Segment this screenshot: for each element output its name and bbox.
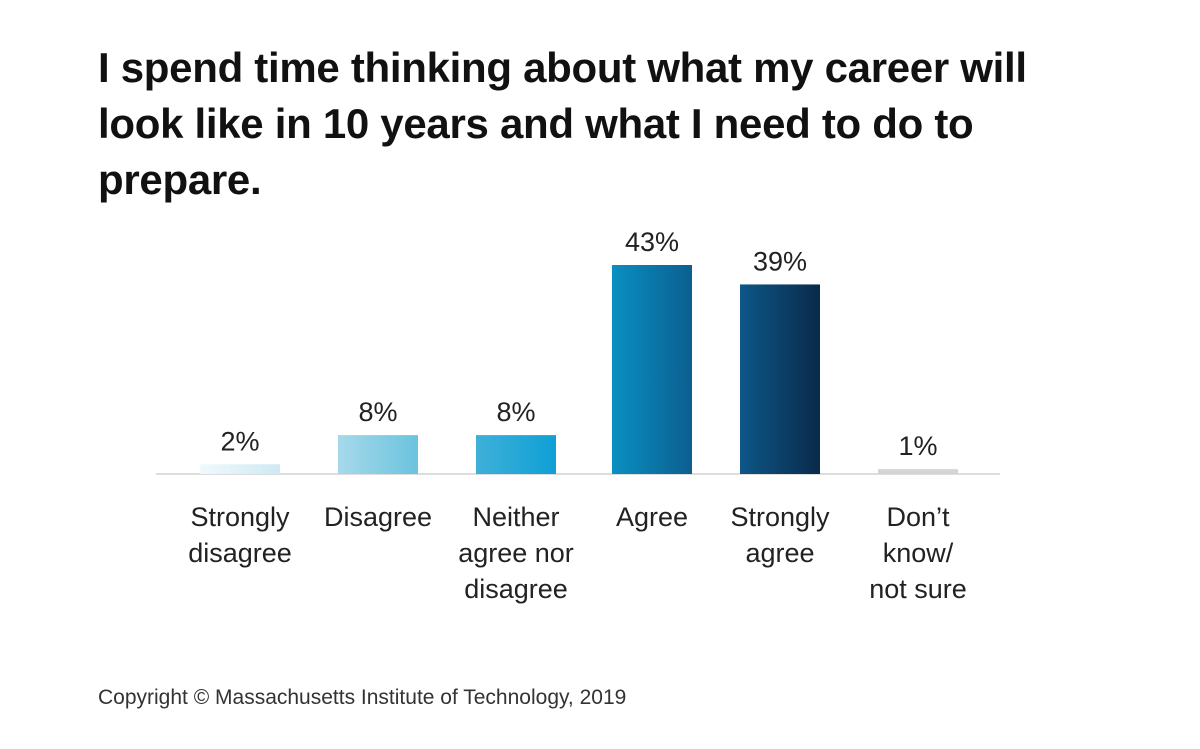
bar-strongly-disagree [200, 464, 280, 474]
category-label-agree: Agree [616, 502, 688, 532]
bar-chart: 2% Strongly disagree 8% Disagree 8% Neither agr… [156, 227, 1000, 604]
category-label-line: agree [745, 538, 814, 568]
bar-neither-agree-nor-disagree [476, 435, 556, 474]
category-label-line: Strongly [190, 502, 290, 532]
category-label-don-t-know-not-sure: Don’t know/not sure [869, 502, 967, 604]
value-label-strongly-agree: 39% [753, 246, 807, 276]
bars-group: 2% Strongly disagree 8% Disagree 8% Neither agr… [188, 227, 967, 604]
value-label-don-t-know-not-sure: 1% [898, 431, 937, 461]
bar-disagree [338, 435, 418, 474]
category-label-line: disagree [464, 574, 568, 604]
value-label-agree: 43% [625, 227, 679, 257]
bar-don-t-know-not-sure [878, 469, 958, 474]
category-label-strongly-agree: Strongly agree [730, 502, 830, 568]
category-label-neither-agree-nor-disagree: Neither agree nor disagree [458, 502, 574, 604]
bar-agree [612, 265, 692, 474]
copyright-text: Copyright © Massachusetts Institute of T… [98, 686, 627, 709]
category-label-line: Neither [472, 502, 559, 532]
category-label-line: Agree [616, 502, 688, 532]
category-label-strongly-disagree: Strongly disagree [188, 502, 292, 568]
category-label-line: Disagree [324, 502, 432, 532]
category-label-line: not sure [869, 574, 967, 604]
category-label-line: disagree [188, 538, 292, 568]
bar-strongly-agree [740, 284, 820, 474]
value-label-disagree: 8% [358, 397, 397, 427]
chart-title: I spend time thinking about what my care… [98, 44, 1027, 203]
category-label-line: agree nor [458, 538, 574, 568]
category-label-line: Don’t [886, 502, 950, 532]
value-label-strongly-disagree: 2% [220, 426, 259, 456]
value-label-neither-agree-nor-disagree: 8% [496, 397, 535, 427]
category-label-line: know/ [883, 538, 954, 568]
category-label-disagree: Disagree [324, 502, 432, 532]
category-label-line: Strongly [730, 502, 830, 532]
